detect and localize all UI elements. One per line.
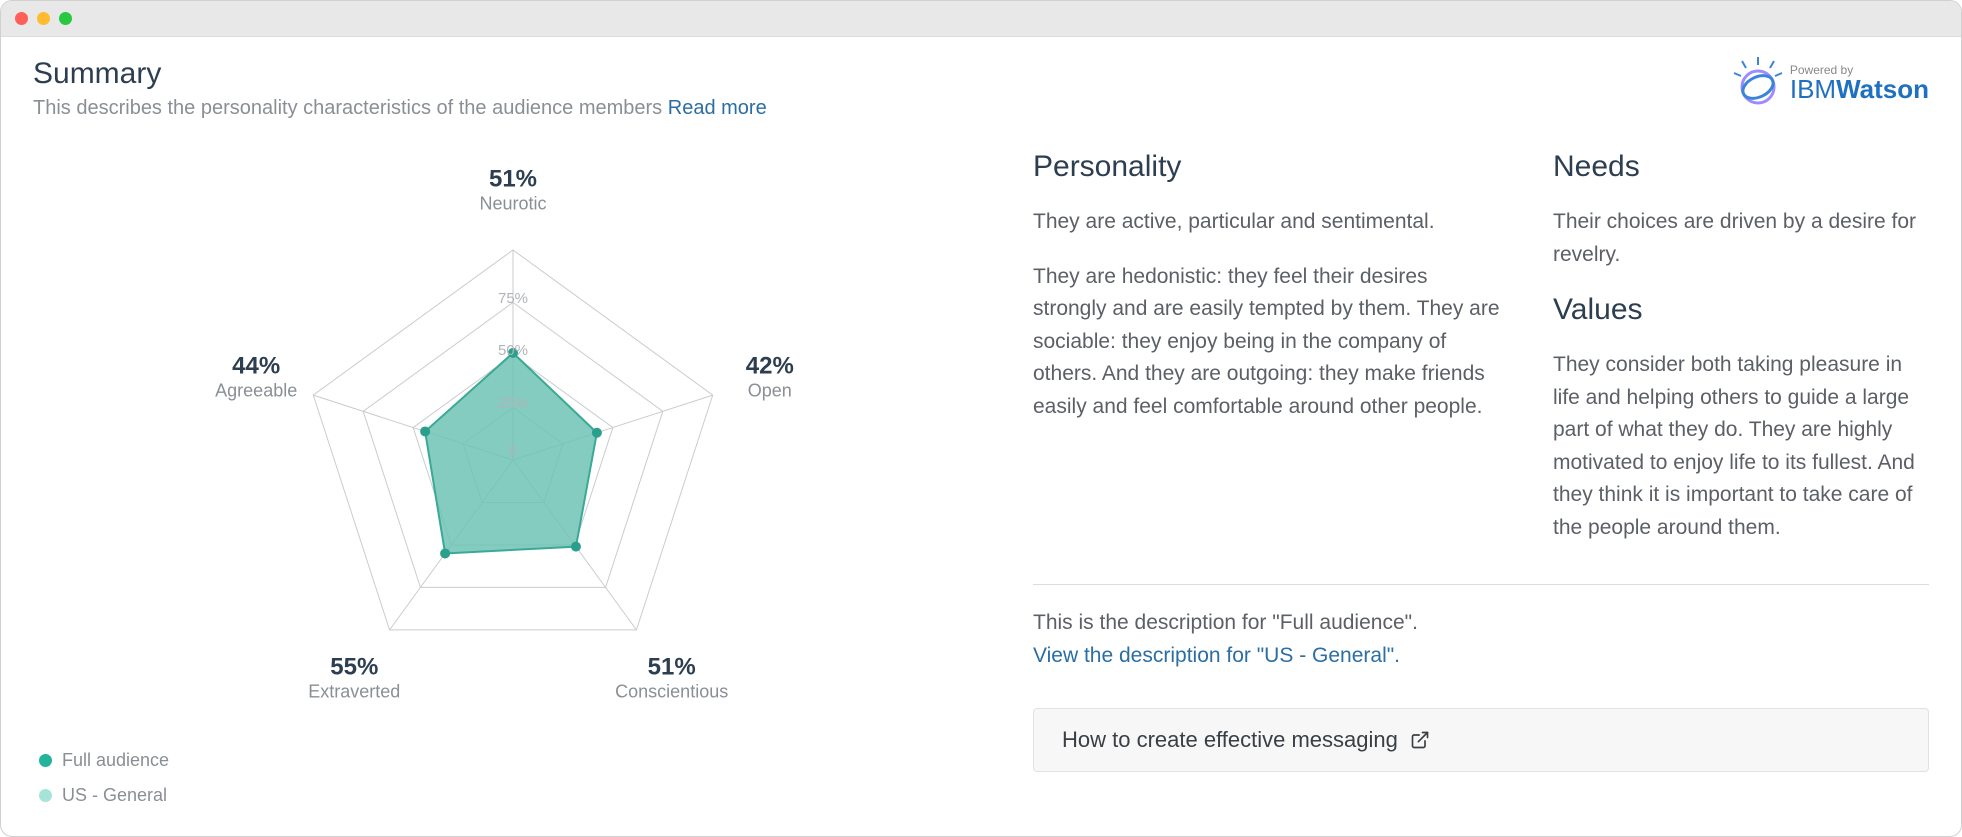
needs-values-block: Needs Their choices are driven by a desi…: [1553, 150, 1929, 566]
subtitle-text: This describes the personality character…: [33, 97, 668, 119]
page-title: Summary: [33, 57, 767, 91]
read-more-link[interactable]: Read more: [668, 97, 767, 119]
personality-p1: They are active, particular and sentimen…: [1033, 206, 1503, 239]
axis-name: Extraverted: [274, 682, 434, 703]
axis-name: Neurotic: [433, 194, 593, 215]
axis-percent: 51%: [592, 654, 752, 682]
axis-name: Conscientious: [592, 682, 752, 703]
radar-svg: [133, 150, 893, 710]
description-switch: This is the description for "Full audien…: [1033, 607, 1929, 672]
radar-axis-label: 55%Extraverted: [274, 654, 434, 703]
axis-name: Open: [690, 380, 850, 401]
summary-header: Summary This describes the personality c…: [33, 57, 767, 120]
needs-p1: Their choices are driven by a desire for…: [1553, 206, 1929, 271]
radar-axis-label: 42%Open: [690, 352, 850, 401]
legend-dot-icon: [39, 789, 52, 802]
watson-brand-prefix: IBM: [1790, 74, 1836, 104]
ring-label: 0: [483, 443, 543, 460]
values-p1: They consider both taking pleasure in li…: [1553, 349, 1929, 544]
divider: [1033, 584, 1929, 585]
description-current: This is the description for "Full audien…: [1033, 607, 1929, 640]
cta-label: How to create effective messaging: [1062, 727, 1398, 753]
radar-chart-column: 51%Neurotic42%Open51%Conscientious55%Ext…: [33, 150, 993, 806]
watson-brand: IBMWatson: [1790, 76, 1929, 102]
external-link-icon: [1410, 730, 1430, 750]
values-heading: Values: [1553, 293, 1929, 327]
legend-item-us-general: US - General: [39, 785, 993, 806]
ring-label: 50%: [483, 342, 543, 359]
minimize-icon[interactable]: [37, 12, 50, 25]
axis-name: Agreeable: [176, 380, 336, 401]
watson-badge: Powered by IBMWatson: [1732, 57, 1929, 109]
text-column: Personality They are active, particular …: [1033, 150, 1929, 806]
legend-label: US - General: [62, 785, 167, 806]
close-icon[interactable]: [15, 12, 28, 25]
watson-icon: [1732, 57, 1784, 109]
page-subtitle: This describes the personality character…: [33, 97, 767, 120]
axis-percent: 55%: [274, 654, 434, 682]
legend-dot-icon: [39, 754, 52, 767]
title-bar: [1, 1, 1961, 37]
personality-block: Personality They are active, particular …: [1033, 150, 1503, 566]
needs-heading: Needs: [1553, 150, 1929, 184]
app-window: Summary This describes the personality c…: [0, 0, 1962, 837]
ring-label: 25%: [483, 395, 543, 412]
maximize-icon[interactable]: [59, 12, 72, 25]
radar-axis-label: 51%Neurotic: [433, 166, 593, 215]
axis-percent: 42%: [690, 352, 850, 380]
description-switch-link[interactable]: View the description for "US - General".: [1033, 644, 1400, 667]
legend-item-full-audience: Full audience: [39, 750, 993, 771]
axis-percent: 51%: [433, 166, 593, 194]
radar-chart: 51%Neurotic42%Open51%Conscientious55%Ext…: [133, 150, 893, 710]
effective-messaging-button[interactable]: How to create effective messaging: [1033, 708, 1929, 772]
axis-percent: 44%: [176, 352, 336, 380]
ring-label: 75%: [483, 290, 543, 307]
legend-label: Full audience: [62, 750, 169, 771]
personality-heading: Personality: [1033, 150, 1503, 184]
radar-axis-label: 44%Agreeable: [176, 352, 336, 401]
radar-axis-label: 51%Conscientious: [592, 654, 752, 703]
legend: Full audience US - General: [33, 750, 993, 806]
watson-brand-bold: Watson: [1836, 74, 1929, 104]
personality-p2: They are hedonistic: they feel their des…: [1033, 261, 1503, 424]
